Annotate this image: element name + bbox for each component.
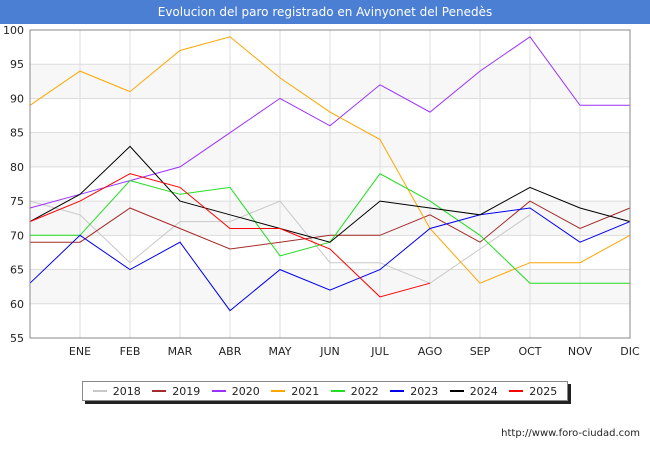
series-lines bbox=[29, 36, 631, 312]
legend-swatch bbox=[152, 390, 167, 392]
legend-label: 2021 bbox=[291, 384, 320, 398]
y-tick-label: 60 bbox=[10, 298, 24, 311]
x-tick-label: DIC bbox=[620, 345, 640, 358]
y-tick-label: 65 bbox=[10, 264, 24, 277]
x-tick-label: MAR bbox=[168, 345, 193, 358]
x-tick-label: ABR bbox=[219, 345, 242, 358]
legend-swatch bbox=[92, 390, 107, 392]
legend-label: 2018 bbox=[112, 384, 141, 398]
legend-swatch bbox=[449, 390, 464, 392]
series-line-2018 bbox=[29, 200, 531, 284]
x-tick-label: JUN bbox=[319, 345, 340, 358]
legend-item-2025: 2025 bbox=[509, 385, 557, 398]
legend-swatch bbox=[330, 390, 345, 392]
chart-title: Evolucion del paro registrado en Avinyon… bbox=[0, 0, 650, 24]
y-tick-label: 55 bbox=[10, 332, 24, 345]
legend-swatch bbox=[271, 390, 286, 392]
legend-item-2024: 2024 bbox=[449, 384, 498, 398]
x-tick-label: NOV bbox=[568, 345, 593, 358]
legend-item-2018: 2018 bbox=[92, 384, 141, 398]
x-tick-label: AGO bbox=[418, 345, 443, 358]
x-tick-label: MAY bbox=[269, 345, 292, 358]
plot-border bbox=[29, 29, 631, 339]
legend-label: 2019 bbox=[172, 384, 201, 398]
legend-item-2019: 2019 bbox=[152, 385, 200, 398]
source-credit: http://www.foro-ciudad.com bbox=[501, 428, 640, 439]
x-axis-ticks: ENE FEB MAR ABR MAY JUN JUL AGO SEP OCT NOV DIC bbox=[69, 345, 640, 358]
legend-label: 2024 bbox=[469, 384, 498, 398]
legend-item-2021: 2021 bbox=[271, 385, 319, 398]
legend-label: 2022 bbox=[350, 384, 379, 398]
series-line-2024 bbox=[29, 145, 631, 243]
legend-item-2020: 2020 bbox=[211, 384, 260, 398]
series-line-2021 bbox=[29, 36, 631, 284]
legend-swatch bbox=[390, 390, 405, 392]
y-tick-label: 75 bbox=[10, 195, 24, 208]
y-tick-label: 90 bbox=[10, 92, 24, 105]
legend: 2018 2019 2020 2021 2022 2023 2024 2025 bbox=[82, 381, 568, 401]
y-tick-label: 80 bbox=[10, 161, 24, 174]
y-tick-label: 85 bbox=[10, 127, 24, 140]
x-tick-label: FEB bbox=[120, 345, 141, 358]
legend-item-2022: 2022 bbox=[330, 384, 379, 398]
series-line-2019 bbox=[30, 200, 631, 250]
y-axis-ticks: 55 60 65 70 75 80 85 90 95 100 bbox=[3, 24, 24, 345]
x-tick-label: SEP bbox=[470, 345, 491, 358]
legend-label: 2025 bbox=[529, 384, 558, 398]
x-tick-label: OCT bbox=[518, 345, 541, 358]
x-tick-label: ENE bbox=[69, 345, 91, 358]
legend-item-2023: 2023 bbox=[390, 385, 438, 398]
y-tick-label: 100 bbox=[3, 24, 24, 37]
x-tick-label: JUL bbox=[370, 345, 389, 358]
legend-swatch bbox=[509, 390, 524, 392]
series-line-2025 bbox=[29, 173, 431, 298]
y-tick-label: 95 bbox=[10, 58, 24, 71]
legend-label: 2020 bbox=[231, 384, 260, 398]
legend-swatch bbox=[211, 390, 226, 392]
series-line-2023 bbox=[29, 207, 631, 312]
line-chart: 55 60 65 70 75 80 85 90 95 100 ENE FEB MAR ABR MAY JUN… bbox=[3, 24, 640, 358]
legend-label: 2023 bbox=[410, 384, 439, 398]
y-tick-label: 70 bbox=[10, 229, 24, 242]
